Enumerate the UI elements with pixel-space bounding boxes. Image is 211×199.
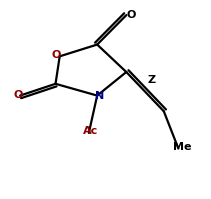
Text: Me: Me (173, 142, 192, 152)
Text: N: N (95, 91, 104, 100)
Text: O: O (13, 90, 23, 100)
Text: Z: Z (147, 75, 155, 85)
Text: Ac: Ac (83, 126, 99, 136)
Text: O: O (52, 50, 61, 60)
Text: O: O (127, 10, 136, 20)
